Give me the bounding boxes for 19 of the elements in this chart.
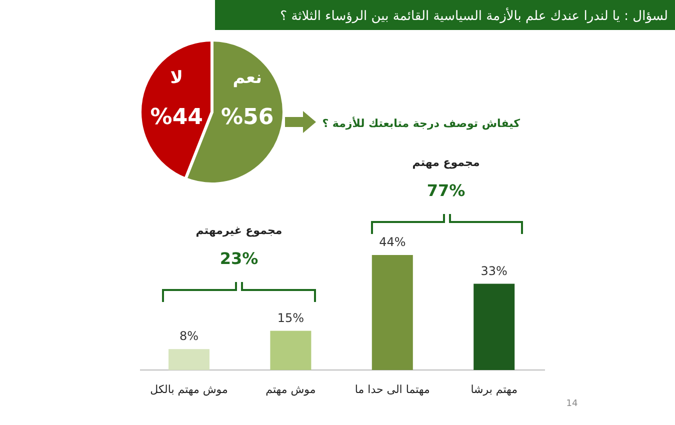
data-label: %56 bbox=[221, 105, 274, 130]
x-tick-label: موش مهتم bbox=[266, 383, 316, 396]
x-tick-label: مهتما الى حدا ما bbox=[354, 383, 430, 396]
slice-label: نعم bbox=[232, 68, 262, 88]
text: 14 bbox=[566, 399, 578, 409]
data-label: 33% bbox=[480, 264, 508, 278]
x-tick-label: مهتم برشا bbox=[470, 383, 518, 396]
data-label: %44 bbox=[150, 105, 203, 130]
annotation: 23% bbox=[220, 249, 258, 268]
data-label: 44% bbox=[379, 235, 406, 249]
chart-subtitle: كيفاش توصف درجة متابعتك للأزمة ؟ bbox=[322, 116, 521, 130]
text: مجموع مهتم bbox=[412, 156, 480, 169]
data-label: 15% bbox=[277, 310, 304, 325]
x-tick-label: موش مهتم بالكل bbox=[150, 383, 228, 396]
text: مجموع غيرمهتم bbox=[196, 224, 282, 237]
text: لسؤال : يا لندرا عندك علم بالأزمة السياسية القائمة بين الرؤساء الثلاثة ؟ bbox=[280, 7, 668, 24]
data-label: 8% bbox=[179, 329, 199, 344]
text: 77% bbox=[426, 181, 466, 200]
slice-label: لا bbox=[170, 68, 183, 88]
